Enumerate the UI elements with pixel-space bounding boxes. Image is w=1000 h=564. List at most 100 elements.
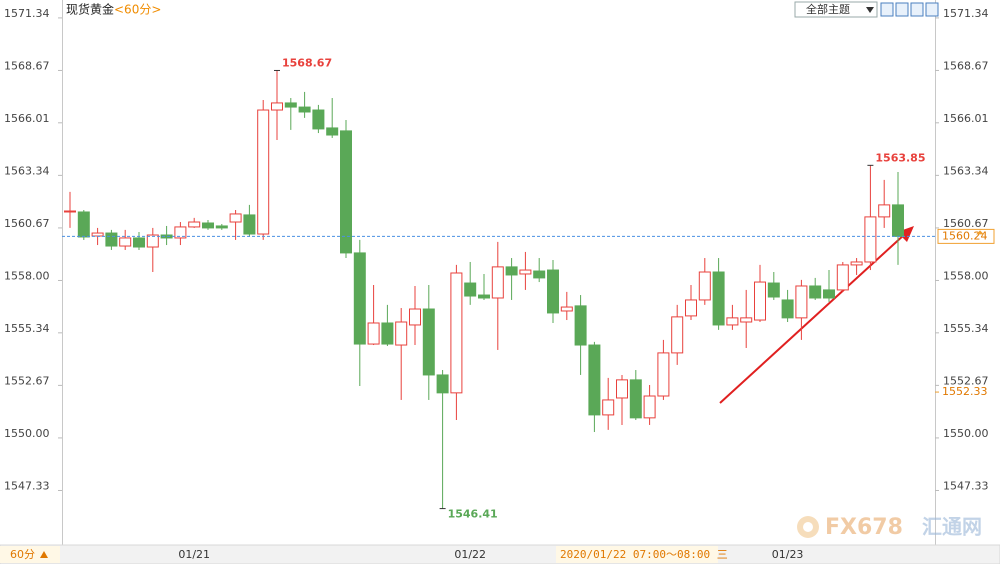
y-tick-label-right: 1560.67 bbox=[943, 217, 989, 230]
candle-body bbox=[436, 374, 449, 394]
y-tick-label-right: 1566.01 bbox=[943, 112, 989, 125]
candle-body bbox=[850, 261, 863, 266]
candle-body bbox=[767, 282, 780, 298]
cursor-price-label: 1552.33 bbox=[942, 385, 988, 398]
candle-body bbox=[671, 316, 684, 354]
y-tick-label-right: 1552.67 bbox=[943, 374, 989, 387]
candle-body bbox=[174, 226, 187, 239]
candle-body bbox=[271, 102, 283, 111]
y-tick-label: 1550.00 bbox=[4, 427, 50, 440]
y-tick-label: 1560.67 bbox=[4, 217, 50, 230]
y-tick-label-right: 1547.33 bbox=[943, 479, 989, 492]
candle-body bbox=[284, 102, 297, 108]
candle-body bbox=[740, 317, 753, 323]
candle-body bbox=[892, 204, 904, 237]
candle-body bbox=[367, 322, 380, 345]
candle-body bbox=[478, 294, 490, 299]
candle-body bbox=[629, 379, 642, 419]
candle-body bbox=[64, 210, 76, 213]
y-tick-label: 1552.67 bbox=[4, 374, 50, 387]
candle-body bbox=[243, 214, 256, 235]
candle-body bbox=[353, 252, 366, 345]
candle-body bbox=[188, 221, 201, 228]
x-tick-label: 01/23 bbox=[772, 548, 804, 561]
period-selector[interactable]: 60分 bbox=[10, 548, 35, 561]
candle-body bbox=[616, 379, 628, 399]
x-tick-label: 01/21 bbox=[178, 548, 210, 561]
candle-body bbox=[809, 285, 822, 299]
candle-body bbox=[229, 213, 242, 223]
candle-body bbox=[119, 237, 132, 247]
cursor-time-box bbox=[556, 546, 718, 563]
candle-body bbox=[395, 321, 408, 346]
candle-body bbox=[464, 282, 477, 297]
watermark-text: FX678 bbox=[825, 515, 903, 540]
candle-body bbox=[312, 109, 325, 130]
y-tick-label-right: 1550.00 bbox=[943, 427, 989, 440]
y-tick-label: 1555.34 bbox=[4, 322, 50, 335]
candle-body bbox=[560, 306, 573, 312]
watermark-logo bbox=[797, 516, 819, 538]
candle-body bbox=[133, 237, 145, 248]
y-tick-label-right: 1571.34 bbox=[943, 7, 989, 20]
candle-body bbox=[257, 109, 270, 235]
candle-body bbox=[146, 234, 159, 248]
candle-body bbox=[326, 127, 339, 136]
y-tick-label: 1571.34 bbox=[4, 7, 50, 20]
candle-body bbox=[533, 270, 546, 279]
candle-body bbox=[202, 222, 214, 229]
period-label: <60分> bbox=[114, 3, 161, 17]
y-tick-label: 1563.34 bbox=[4, 164, 50, 177]
y-tick-label: 1566.01 bbox=[4, 112, 50, 125]
y-tick-label-right: 1558.00 bbox=[943, 269, 989, 282]
candle-body bbox=[574, 305, 587, 346]
y-tick-label: 1547.33 bbox=[4, 479, 50, 492]
candle-body bbox=[491, 266, 504, 299]
candle-body bbox=[602, 399, 615, 416]
candle-body bbox=[643, 395, 656, 419]
candle-body bbox=[340, 130, 352, 254]
theme-button[interactable] bbox=[794, 1, 878, 18]
candle-body bbox=[547, 269, 559, 314]
candle-body bbox=[450, 272, 463, 394]
candle-body bbox=[105, 232, 118, 247]
current-price-label: 1560.24 bbox=[942, 229, 988, 242]
candle-body bbox=[409, 308, 421, 326]
candle-body bbox=[298, 106, 311, 113]
candle-body bbox=[505, 266, 518, 276]
extreme-label: 1563.85 bbox=[875, 151, 925, 164]
candle-body bbox=[215, 225, 228, 229]
candle-body bbox=[698, 271, 711, 301]
y-tick-label-right: 1555.34 bbox=[943, 322, 989, 335]
candle-body bbox=[91, 232, 104, 237]
candle-body bbox=[836, 264, 849, 291]
candle-body bbox=[77, 211, 90, 238]
candle-body bbox=[422, 308, 435, 376]
y-tick-label-right: 1563.34 bbox=[943, 164, 989, 177]
candle-body bbox=[823, 289, 835, 299]
extreme-label: 1568.67 bbox=[282, 56, 332, 69]
arrow-head bbox=[897, 226, 914, 242]
candle-body bbox=[381, 322, 394, 345]
period-selector-box[interactable] bbox=[0, 546, 60, 563]
theme-button-label[interactable]: 全部主题 bbox=[806, 2, 850, 16]
tool-icons[interactable] bbox=[880, 2, 939, 17]
current-price-arrow bbox=[976, 230, 984, 235]
chart-title: 现货黄金 bbox=[66, 2, 114, 17]
candle-body bbox=[781, 299, 794, 319]
candle-body bbox=[878, 204, 891, 218]
candle-body bbox=[685, 299, 697, 317]
extreme-label: 1546.41 bbox=[448, 508, 498, 521]
dropdown-icon bbox=[866, 7, 874, 13]
candle-body bbox=[519, 269, 532, 275]
candle-body bbox=[726, 317, 739, 326]
candle-body bbox=[712, 271, 725, 326]
y-tick-label-right: 1568.67 bbox=[943, 59, 989, 72]
candle-body bbox=[795, 285, 808, 319]
selector-arrow bbox=[40, 551, 48, 558]
cursor-time: 2020/01/22 07:00～08:00 三 bbox=[560, 548, 728, 561]
x-tick-label: 01/22 bbox=[454, 548, 486, 561]
y-tick-label: 1568.67 bbox=[4, 59, 50, 72]
